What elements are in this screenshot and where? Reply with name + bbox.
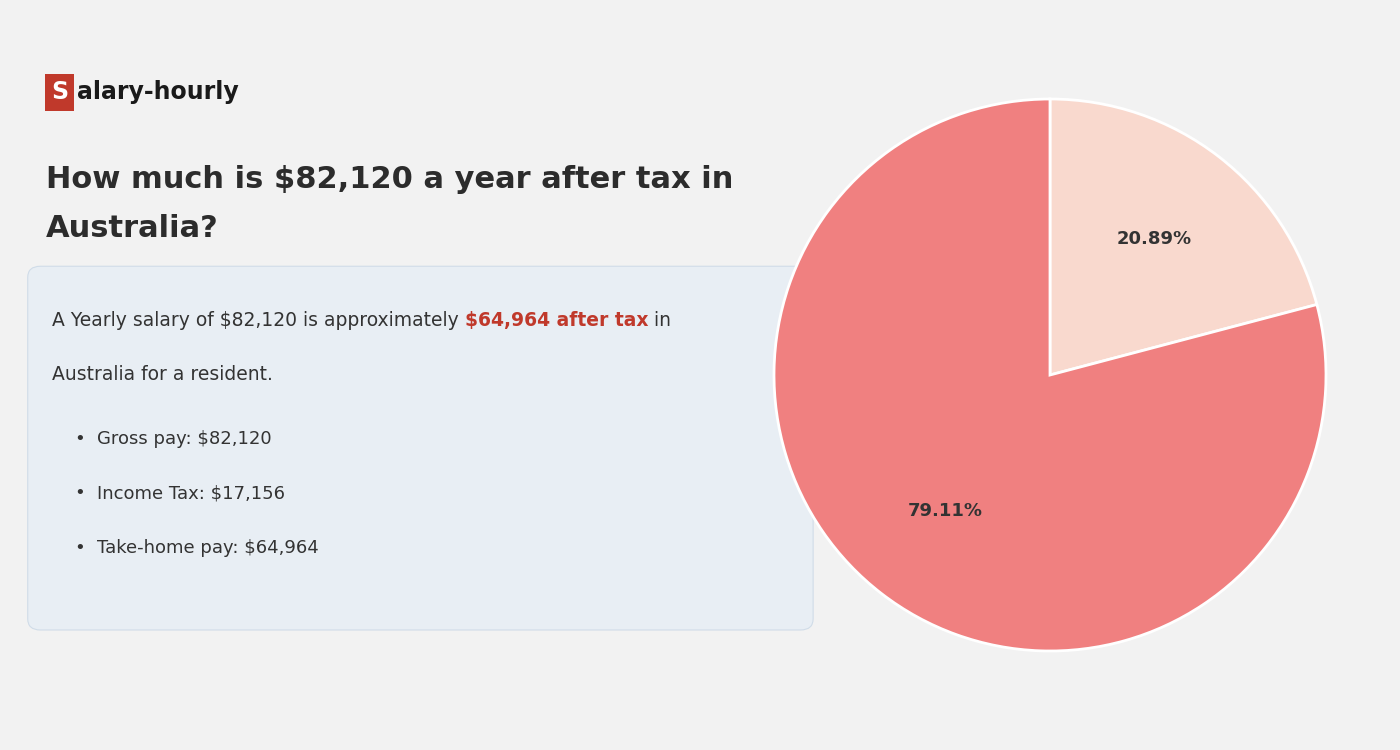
Text: 79.11%: 79.11% — [909, 502, 983, 520]
Text: 20.89%: 20.89% — [1117, 230, 1191, 248]
Text: $64,964 after tax: $64,964 after tax — [465, 311, 648, 330]
FancyBboxPatch shape — [45, 74, 74, 111]
Wedge shape — [774, 99, 1326, 651]
FancyBboxPatch shape — [28, 266, 813, 630]
Text: Take-home pay: $64,964: Take-home pay: $64,964 — [97, 539, 318, 557]
Text: S: S — [50, 80, 69, 104]
Text: Gross pay: $82,120: Gross pay: $82,120 — [97, 430, 272, 448]
Text: Income Tax: $17,156: Income Tax: $17,156 — [97, 484, 284, 502]
Text: How much is $82,120 a year after tax in: How much is $82,120 a year after tax in — [46, 166, 734, 194]
Text: •: • — [74, 539, 85, 557]
Text: Australia for a resident.: Australia for a resident. — [52, 365, 273, 384]
Text: alary-hourly: alary-hourly — [77, 80, 239, 104]
Text: Australia?: Australia? — [46, 214, 218, 243]
Text: A Yearly salary of $82,120 is approximately: A Yearly salary of $82,120 is approximat… — [52, 311, 465, 330]
Text: in: in — [648, 311, 672, 330]
Wedge shape — [1050, 99, 1317, 375]
Text: •: • — [74, 430, 85, 448]
Text: •: • — [74, 484, 85, 502]
